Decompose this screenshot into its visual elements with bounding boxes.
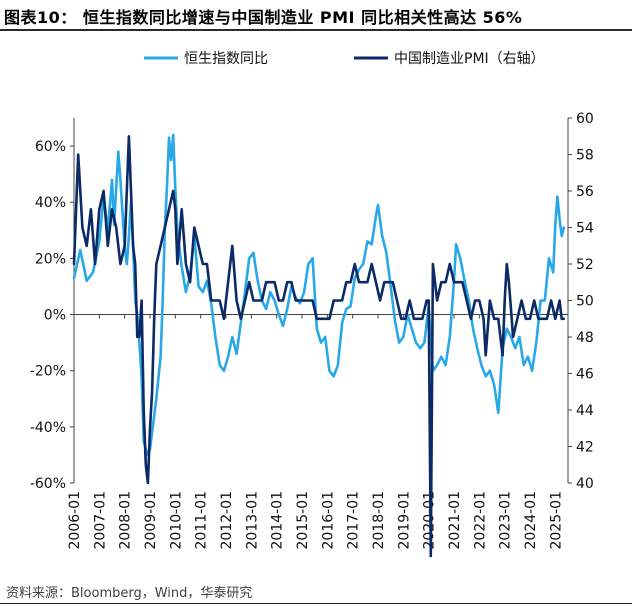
hsi-yoy-line bbox=[72, 133, 566, 457]
left-axis-tick-label: 0% bbox=[44, 308, 66, 324]
source-note: 资料来源：Bloomberg，Wind，华泰研究 bbox=[6, 586, 253, 601]
x-axis-tick-label: 2014-01 bbox=[270, 491, 286, 550]
x-axis-tick-label: 2015-01 bbox=[295, 491, 311, 550]
pmi-line bbox=[72, 135, 566, 558]
right-axis-tick-label: 44 bbox=[576, 403, 594, 419]
right-axis-tick-label: 60 bbox=[576, 111, 594, 127]
x-axis-tick-label: 2008-01 bbox=[118, 491, 134, 550]
x-axis-tick-label: 2025-01 bbox=[548, 491, 564, 550]
x-axis-tick-label: 2024-01 bbox=[523, 491, 539, 550]
left-axis-tick-label: 60% bbox=[35, 139, 66, 155]
x-axis-tick-label: 2007-01 bbox=[92, 491, 108, 550]
right-axis-tick-label: 54 bbox=[576, 221, 594, 237]
x-axis-tick-label: 2021-01 bbox=[447, 491, 463, 550]
legend-label: 恒生指数同比 bbox=[184, 51, 268, 67]
chart-title: 图表10： 恒生指数同比增速与中国制造业 PMI 同比相关性高达 56% bbox=[4, 8, 523, 27]
line-chart: 恒生指数同比 中国制造业PMI（右轴） -60% -40% -20% 0% 20% 40% 6… bbox=[30, 51, 594, 558]
bottom-divider bbox=[0, 603, 632, 604]
left-axis-tick-label: 20% bbox=[35, 251, 66, 267]
plot-area: -60% -40% -20% 0% 20% 40% 60% 40 42 44 46 48 50 52 54 5… bbox=[30, 111, 594, 558]
right-axis-tick-label: 40 bbox=[576, 476, 594, 492]
right-axis-tick-label: 42 bbox=[576, 440, 594, 456]
x-axis-tick-label: 2011-01 bbox=[194, 491, 210, 550]
x-axis-tick-label: 2022-01 bbox=[472, 491, 488, 550]
x-axis-tick-label: 2018-01 bbox=[371, 491, 387, 550]
right-axis-tick-label: 56 bbox=[576, 184, 594, 200]
left-axis-tick-label: -60% bbox=[30, 476, 66, 492]
x-axis-tick-label: 2016-01 bbox=[320, 491, 336, 550]
left-axis-tick-label: -40% bbox=[30, 420, 66, 436]
x-axis-tick-label: 2012-01 bbox=[219, 491, 235, 550]
legend-label: 中国制造业PMI（右轴） bbox=[394, 51, 545, 67]
x-axis-tick-label: 2017-01 bbox=[346, 491, 362, 550]
right-axis-tick-label: 58 bbox=[576, 148, 594, 164]
x-axis-tick-label: 2023-01 bbox=[498, 491, 514, 550]
right-axis-tick-label: 48 bbox=[576, 330, 594, 346]
right-axis-tick-label: 50 bbox=[576, 294, 594, 310]
x-axis-tick-label: 2010-01 bbox=[168, 491, 184, 550]
legend: 恒生指数同比 中国制造业PMI（右轴） bbox=[144, 51, 545, 67]
left-axis-tick-label: 40% bbox=[35, 195, 66, 211]
right-axis-tick-label: 52 bbox=[576, 257, 594, 273]
x-axis-tick-label: 2006-01 bbox=[67, 491, 83, 550]
right-axis-tick-label: 46 bbox=[576, 367, 594, 383]
x-axis-tick-label: 2019-01 bbox=[396, 491, 412, 550]
x-axis-tick-label: 2013-01 bbox=[244, 491, 260, 550]
left-axis-tick-label: -20% bbox=[30, 364, 66, 380]
title-divider bbox=[0, 29, 632, 31]
x-axis-tick-label: 2009-01 bbox=[143, 491, 159, 550]
